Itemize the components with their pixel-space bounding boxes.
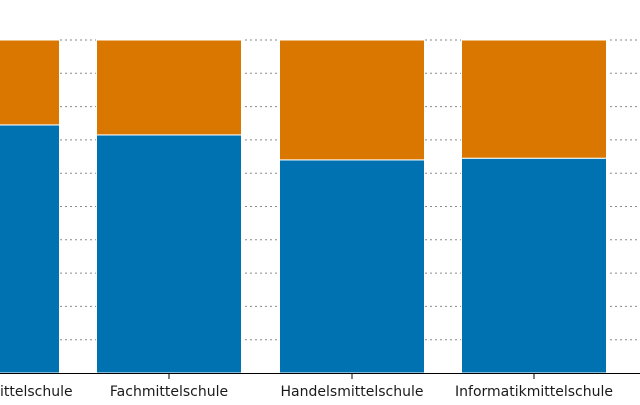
x-tick-label: Handelsmittelschule (281, 384, 424, 400)
bar-segment-orange (461, 39, 607, 159)
x-axis-ticks (168, 373, 535, 379)
x-axis-tick-labels: ittelschule Fachmittelschule Handelsmittel… (0, 384, 613, 400)
bar-segment-blue (96, 134, 242, 374)
bar-segment-orange (0, 39, 60, 126)
bar-segment-blue (461, 157, 607, 374)
x-tick-label: Informatikmittelschule (455, 384, 613, 400)
x-tick-label: ittelschule (0, 384, 73, 400)
bar-segment-blue (0, 124, 60, 374)
bar-segment-orange (279, 39, 425, 161)
x-tick-label: Fachmittelschule (110, 384, 228, 400)
bar-segment-blue (279, 159, 425, 374)
bar-segment-orange (96, 39, 242, 136)
bars (0, 39, 607, 374)
